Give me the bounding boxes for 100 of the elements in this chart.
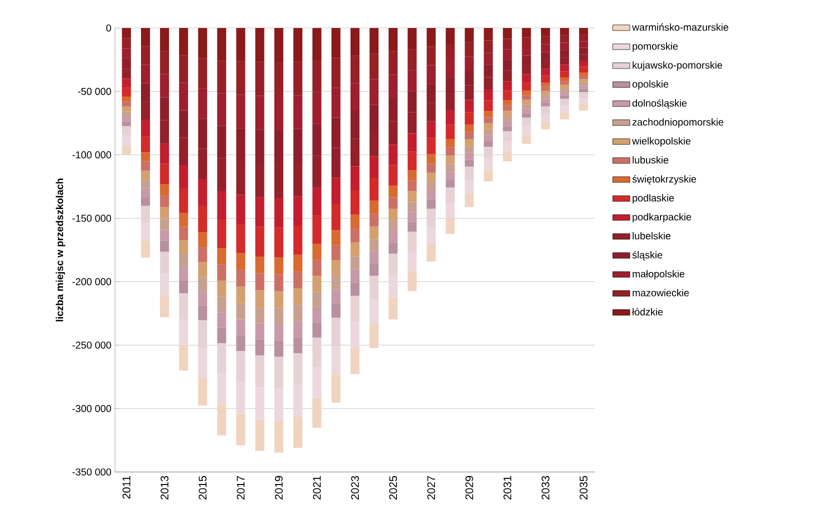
bar [464,112,474,125]
bar [217,280,226,297]
bar [255,290,264,308]
bar [370,200,379,214]
bar [140,197,150,206]
bar [446,180,455,188]
bar [122,102,131,107]
bar [293,254,302,272]
bar [426,172,436,182]
bar [198,292,208,306]
bar [217,264,226,281]
bar [560,92,570,96]
bar [312,276,322,292]
bar [274,291,284,308]
bar [255,197,264,227]
bar [179,240,188,254]
bar [370,178,379,201]
bar [484,129,493,136]
bar [426,191,436,200]
bar [446,156,455,164]
bar [484,111,493,118]
bar [160,218,170,230]
bar [522,100,531,104]
bar [522,95,531,100]
legend-label: łódzkie [632,308,663,316]
x-tick-label: 2015 [198,476,207,500]
x-tick-label: 2013 [160,476,168,500]
bar [370,251,379,264]
bar [331,275,340,290]
bar [255,307,264,324]
bar [331,204,340,230]
bar [464,152,474,160]
bar [331,230,340,246]
bar [502,151,512,162]
bar [160,184,170,196]
bar [426,163,436,173]
bar [484,135,493,142]
bar [140,188,150,198]
bar [388,242,398,254]
x-tick-label: 2027 [427,476,436,500]
bar [502,105,512,111]
legend-label: mazowieckie [632,289,689,296]
bar [579,72,588,76]
legend-label: kujawsko-pomorskie [632,61,722,71]
legend-label: pomorskie [632,42,678,52]
bar [522,82,531,91]
bar [312,216,322,244]
bar [388,220,398,232]
legend-label: małopolskie [632,270,684,280]
bar [350,190,360,215]
x-tick-label: 2025 [389,476,397,500]
bar [446,147,455,156]
bar [331,289,340,304]
bar [388,197,398,209]
bar [540,98,550,103]
bar [540,86,550,91]
bar [293,226,302,255]
bar [388,298,398,320]
bar [179,188,188,213]
bar [293,288,302,306]
bar [426,200,436,209]
y-tick-label: -200 000 [72,278,112,286]
bar [198,277,208,292]
bar [502,81,512,91]
bar [350,282,360,296]
y-tick-label: -150 000 [72,214,112,222]
bar [388,144,398,166]
bar [540,76,550,83]
bar [388,165,398,186]
bar [274,274,284,292]
bar [236,335,246,351]
x-tick-label: 2019 [274,476,283,500]
bar [370,324,379,348]
bar [522,104,531,109]
bar [370,239,379,252]
bar [140,136,150,152]
bar [274,340,284,357]
bar [160,196,170,208]
legend-label: warmińsko-mazurskie [632,23,728,31]
bar [312,292,322,308]
bar [331,374,340,403]
bar [426,154,436,164]
x-tick-label: 2021 [313,476,321,500]
bar [502,100,512,106]
bar [198,205,208,232]
bar [236,270,246,287]
bar [331,178,340,204]
bar [122,106,131,112]
bar [179,226,188,240]
bar [446,164,455,172]
bar [274,228,284,258]
bar [464,132,474,139]
bar [388,186,398,198]
bar [331,304,340,318]
bar [255,323,264,340]
bar [293,337,302,354]
bar [217,404,226,436]
bar [579,86,588,89]
bar [236,286,246,304]
bar [522,113,531,118]
